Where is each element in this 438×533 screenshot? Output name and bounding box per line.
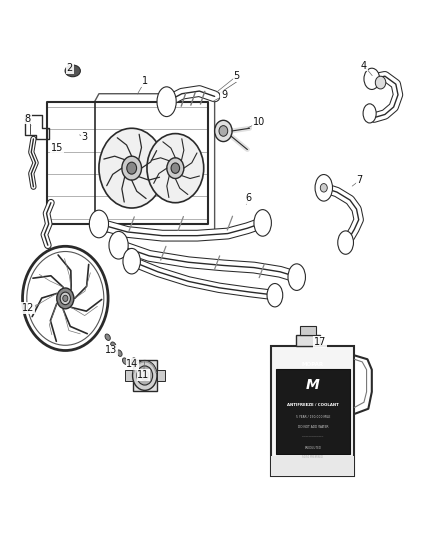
Circle shape (99, 128, 164, 208)
Text: 10: 10 (253, 117, 265, 127)
Bar (272, 456, 354, 477)
Bar (125, 370, 133, 381)
Circle shape (133, 361, 157, 390)
Ellipse shape (267, 284, 283, 307)
Circle shape (57, 288, 74, 309)
Ellipse shape (254, 209, 272, 236)
Ellipse shape (315, 174, 332, 201)
Text: MOPAR: MOPAR (302, 362, 324, 367)
Text: 5 YEAR / 150,000 MILE: 5 YEAR / 150,000 MILE (296, 415, 330, 418)
Ellipse shape (89, 210, 109, 238)
Circle shape (141, 370, 149, 380)
Ellipse shape (338, 231, 353, 254)
Text: M: M (306, 378, 320, 392)
Text: 50/50 PREMIXED: 50/50 PREMIXED (302, 455, 323, 459)
Text: 17: 17 (314, 337, 326, 347)
Ellipse shape (288, 264, 305, 290)
Circle shape (167, 158, 184, 179)
Text: DO NOT ADD WATER: DO NOT ADD WATER (298, 425, 328, 429)
Circle shape (22, 246, 108, 351)
Text: 3: 3 (81, 132, 88, 142)
Text: 13: 13 (105, 345, 117, 356)
Circle shape (147, 134, 204, 203)
Text: 14: 14 (127, 359, 139, 369)
Circle shape (63, 295, 68, 302)
Circle shape (27, 252, 104, 345)
Circle shape (171, 163, 180, 173)
Bar (296, 335, 319, 346)
Text: 11: 11 (138, 370, 150, 380)
Ellipse shape (105, 334, 110, 341)
Circle shape (375, 76, 386, 89)
Circle shape (219, 126, 228, 136)
Circle shape (137, 366, 152, 385)
Circle shape (215, 120, 232, 142)
Bar (300, 326, 316, 335)
Ellipse shape (157, 87, 176, 117)
Ellipse shape (363, 104, 376, 123)
Circle shape (320, 183, 327, 192)
Ellipse shape (364, 68, 380, 90)
Text: 4: 4 (361, 61, 367, 70)
Ellipse shape (109, 231, 128, 259)
Ellipse shape (123, 358, 128, 365)
Bar (133, 360, 157, 391)
Text: 1: 1 (142, 77, 148, 86)
Text: ─────────────: ───────────── (302, 435, 323, 439)
Bar (157, 370, 165, 381)
Ellipse shape (111, 342, 116, 349)
Text: 7: 7 (357, 175, 363, 185)
Ellipse shape (131, 358, 137, 365)
Text: 8: 8 (25, 114, 31, 124)
Circle shape (60, 292, 71, 305)
Text: PREDILUTED: PREDILUTED (304, 446, 321, 450)
Text: 5: 5 (233, 71, 240, 81)
Text: 6: 6 (246, 193, 252, 204)
Text: 9: 9 (221, 90, 227, 100)
Ellipse shape (117, 350, 122, 357)
Text: 15: 15 (51, 143, 64, 154)
Text: 12: 12 (21, 303, 34, 313)
Bar (276, 369, 350, 454)
Bar (272, 346, 354, 477)
Circle shape (122, 156, 141, 180)
Ellipse shape (123, 248, 141, 274)
Ellipse shape (65, 65, 81, 77)
Text: 2: 2 (67, 63, 73, 73)
Text: ANTIFREEZE / COOLANT: ANTIFREEZE / COOLANT (287, 403, 339, 407)
Circle shape (127, 162, 137, 174)
